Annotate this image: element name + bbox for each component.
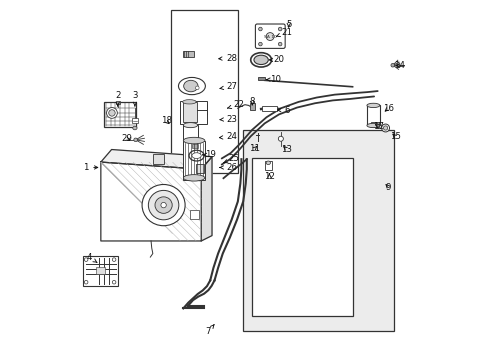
Text: 13: 13 xyxy=(281,145,293,154)
Ellipse shape xyxy=(178,77,205,95)
Text: 23: 23 xyxy=(220,114,237,123)
Ellipse shape xyxy=(184,80,198,92)
Ellipse shape xyxy=(367,123,380,128)
Text: 1: 1 xyxy=(83,163,98,172)
Text: 9: 9 xyxy=(386,183,391,192)
Ellipse shape xyxy=(367,103,380,108)
Text: 10: 10 xyxy=(267,75,281,84)
Ellipse shape xyxy=(84,258,88,261)
Text: 14: 14 xyxy=(393,61,405,70)
Ellipse shape xyxy=(112,280,116,284)
Ellipse shape xyxy=(183,100,196,104)
Text: 18: 18 xyxy=(161,116,171,125)
FancyBboxPatch shape xyxy=(255,24,285,48)
Text: 2: 2 xyxy=(115,91,121,106)
Ellipse shape xyxy=(266,161,270,165)
Ellipse shape xyxy=(134,138,137,141)
Ellipse shape xyxy=(259,27,262,31)
Ellipse shape xyxy=(112,258,116,261)
Text: 28: 28 xyxy=(219,54,237,63)
Text: 26: 26 xyxy=(220,163,237,172)
Bar xyxy=(104,102,136,127)
Ellipse shape xyxy=(183,123,197,128)
Polygon shape xyxy=(101,162,201,241)
Ellipse shape xyxy=(133,126,137,130)
Ellipse shape xyxy=(278,42,282,46)
Ellipse shape xyxy=(192,153,201,158)
Bar xyxy=(183,140,205,180)
Bar xyxy=(262,107,276,111)
Ellipse shape xyxy=(183,137,205,144)
Ellipse shape xyxy=(109,110,115,116)
Polygon shape xyxy=(201,157,212,241)
Ellipse shape xyxy=(161,202,166,208)
Bar xyxy=(132,118,138,123)
Ellipse shape xyxy=(142,184,185,226)
Text: 20: 20 xyxy=(270,55,285,64)
Ellipse shape xyxy=(383,126,388,130)
Ellipse shape xyxy=(278,27,282,31)
Bar xyxy=(183,51,194,57)
Ellipse shape xyxy=(278,136,283,141)
Polygon shape xyxy=(101,149,212,169)
Text: 3: 3 xyxy=(132,91,138,106)
Bar xyxy=(191,211,199,220)
Text: 17: 17 xyxy=(373,122,384,131)
Bar xyxy=(183,125,197,145)
Bar xyxy=(96,267,105,274)
Ellipse shape xyxy=(259,42,262,46)
Text: 25: 25 xyxy=(223,154,240,163)
Text: 5: 5 xyxy=(286,19,292,28)
Bar xyxy=(243,130,394,330)
Bar xyxy=(153,154,164,164)
Text: 19: 19 xyxy=(203,150,217,159)
Ellipse shape xyxy=(84,280,88,284)
Text: 21: 21 xyxy=(276,28,293,37)
Bar xyxy=(196,164,204,173)
Bar xyxy=(116,102,120,104)
Bar xyxy=(370,122,379,127)
Text: 4: 4 xyxy=(86,253,97,262)
Ellipse shape xyxy=(148,190,179,220)
Bar xyxy=(252,158,353,316)
Text: 8: 8 xyxy=(249,97,255,106)
Ellipse shape xyxy=(107,108,117,118)
Text: 24: 24 xyxy=(220,132,237,141)
Text: 6: 6 xyxy=(277,105,290,114)
Text: 7: 7 xyxy=(206,325,214,336)
Text: SA 10: SA 10 xyxy=(264,35,276,39)
Text: 29: 29 xyxy=(121,134,132,143)
Ellipse shape xyxy=(266,33,274,41)
Ellipse shape xyxy=(196,86,199,90)
Ellipse shape xyxy=(251,53,271,67)
Bar xyxy=(258,77,265,80)
Text: 27: 27 xyxy=(220,82,237,91)
Bar xyxy=(265,161,272,170)
Ellipse shape xyxy=(391,63,394,67)
Ellipse shape xyxy=(183,175,205,181)
Bar xyxy=(183,102,196,122)
Bar xyxy=(250,103,255,111)
Text: 15: 15 xyxy=(390,132,401,141)
Text: 11: 11 xyxy=(249,144,260,153)
Ellipse shape xyxy=(382,124,390,132)
Ellipse shape xyxy=(189,150,204,161)
Ellipse shape xyxy=(254,55,269,64)
Ellipse shape xyxy=(155,197,172,213)
Bar xyxy=(192,144,197,148)
Text: 22: 22 xyxy=(227,100,244,109)
Text: 16: 16 xyxy=(383,104,394,113)
Bar xyxy=(83,256,118,286)
Bar xyxy=(172,10,238,173)
Bar xyxy=(180,101,207,125)
Text: 12: 12 xyxy=(264,172,275,181)
Bar xyxy=(367,105,380,126)
